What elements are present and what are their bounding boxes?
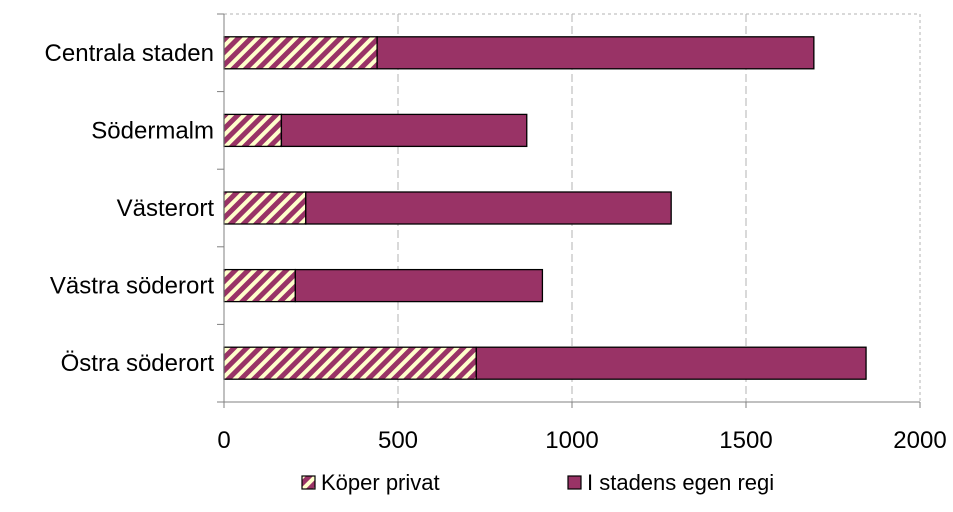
axes: [217, 13, 921, 408]
bar-1-2: [223, 113, 283, 148]
x-tick-label-3: 1500: [719, 427, 772, 454]
category-labels: Centrala staden Södermalm Västerort Västra …: [45, 40, 215, 377]
bar-2-5: [475, 346, 867, 380]
category-label-2: Södermalm: [91, 117, 214, 144]
bar-2-1: [376, 36, 815, 70]
category-label-3: Västerort: [117, 195, 215, 222]
tick-labels: 0 500 1000 1500 2000: [217, 427, 946, 454]
bar-1-5: [223, 346, 477, 380]
x-tick-label-4: 2000: [893, 427, 946, 454]
bar-1-1: [223, 36, 378, 70]
legend: Köper privat I stadens egen regi: [301, 470, 774, 495]
bar-2-4: [294, 268, 544, 303]
legend-label-1: Köper privat: [321, 470, 440, 495]
bar-2-3: [305, 191, 672, 225]
category-label-4: Västra söderort: [50, 273, 214, 300]
bar-1-3: [223, 191, 307, 225]
x-tick-label-2: 1000: [545, 427, 598, 454]
bar-2-2: [280, 113, 528, 148]
category-label-5: Östra söderort: [61, 350, 215, 377]
legend-swatch-1: [301, 475, 316, 490]
x-tick-label-0: 0: [217, 427, 230, 454]
legend-label-2: I stadens egen regi: [587, 470, 774, 495]
bars: [223, 36, 867, 380]
bar-1-4: [223, 268, 296, 303]
category-label-1: Centrala staden: [45, 40, 214, 67]
legend-swatch-2: [567, 475, 582, 490]
x-tick-label-1: 500: [378, 427, 418, 454]
